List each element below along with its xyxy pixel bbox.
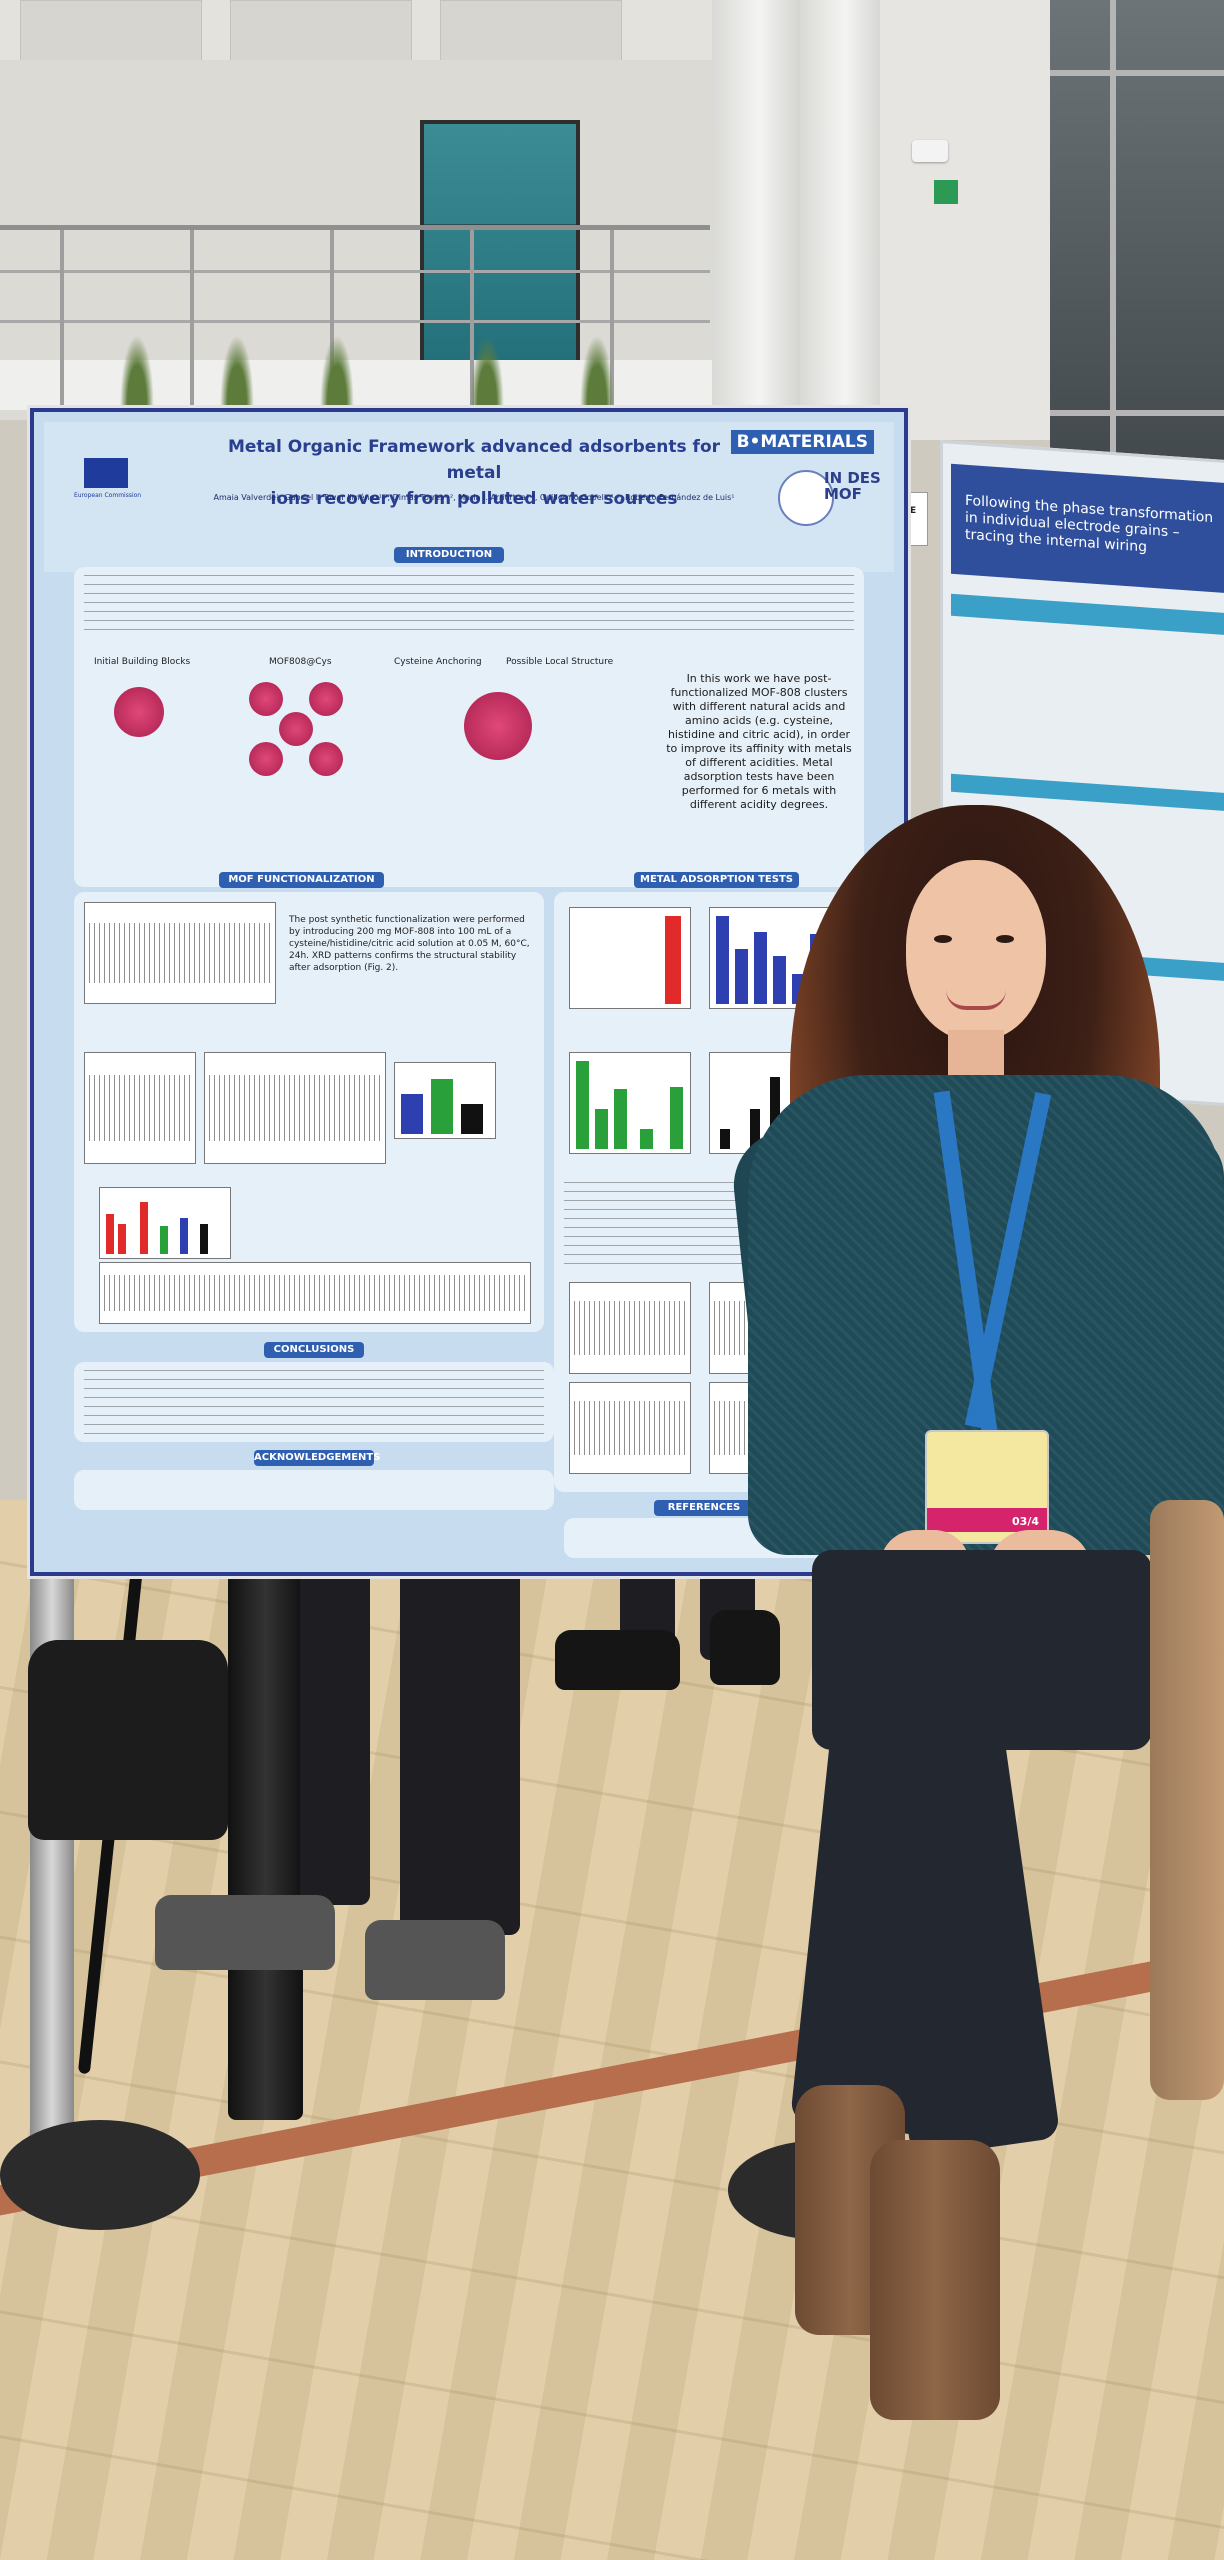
eu-label: European Commission <box>74 492 142 499</box>
functionalization-bar-chart <box>394 1062 496 1139</box>
bar <box>754 932 767 1004</box>
bar <box>735 949 748 1004</box>
person-leg <box>300 1555 370 1905</box>
summary-text: In this work we have post-functionalized… <box>666 672 852 811</box>
mof-cluster-icon <box>114 687 164 737</box>
exit-sign <box>934 180 958 204</box>
balcony-railing <box>0 225 710 405</box>
adsorption-line-charts <box>99 1262 531 1324</box>
shoe <box>555 1630 680 1690</box>
column <box>712 0 807 420</box>
adsorption-bar-chart-a <box>569 907 691 1009</box>
poster-title: Metal Organic Framework advanced adsorbe… <box>214 434 734 512</box>
figure-label-mof808cys: MOF808@Cys <box>269 657 332 667</box>
mof-cluster-icon <box>309 682 343 716</box>
bar <box>576 1061 589 1149</box>
bar <box>720 1129 730 1149</box>
badge-stripe <box>927 1508 1047 1532</box>
adsorption-bar-chart-c <box>569 1052 691 1154</box>
bar <box>140 1202 148 1254</box>
bar <box>160 1226 168 1254</box>
introduction-text <box>84 575 854 635</box>
right-wall <box>880 0 1050 440</box>
bar <box>431 1079 453 1134</box>
stand-base <box>0 2120 200 2230</box>
bystander <box>1150 1500 1224 2100</box>
mof-cluster-icon <box>249 742 283 776</box>
eye <box>934 935 952 943</box>
bar <box>750 1109 760 1149</box>
bar <box>773 956 786 1004</box>
introduction-section: Initial Building Blocks MOF808@Cys Cyste… <box>74 567 864 887</box>
bar <box>595 1109 608 1149</box>
tga-chart <box>84 1052 196 1164</box>
xrd-chart <box>84 902 276 1004</box>
section-title-references: REFERENCES <box>654 1500 754 1516</box>
poster-authors: Amaia Valverde¹, Gabriel I. Tovar Jiméne… <box>213 493 735 502</box>
shoe <box>710 1610 780 1685</box>
shoe <box>365 1920 505 2000</box>
poster-tube <box>228 1555 303 2120</box>
mof-cluster-icon <box>309 742 343 776</box>
mof-cluster-icon <box>249 682 283 716</box>
badge-number: 03/4 <box>1012 1515 1039 1528</box>
smile <box>946 990 1006 1010</box>
indesmof-logo: IN DES MOF <box>824 469 881 503</box>
isotherm-chart <box>569 1382 691 1474</box>
bar <box>401 1094 423 1134</box>
functionalization-text: The post synthetic functionalization wer… <box>289 915 530 973</box>
ceiling-panel <box>230 0 412 62</box>
bar <box>770 1077 780 1149</box>
section-title-conclusions: CONCLUSIONS <box>264 1342 364 1358</box>
bar <box>118 1224 126 1254</box>
security-camera <box>912 140 948 162</box>
eu-flag-icon <box>84 458 128 488</box>
mof-cluster-icon <box>279 712 313 746</box>
neighbor-poster-title: Following the phase transformation in in… <box>965 492 1214 556</box>
shoe <box>155 1895 335 1970</box>
bar <box>670 1087 683 1149</box>
bar <box>180 1218 188 1254</box>
figure-label-initial-blocks: Initial Building Blocks <box>94 657 191 667</box>
backpack <box>28 1640 228 1840</box>
poster-title-line2: ions recovery from polluted water source… <box>270 489 678 509</box>
person-leg <box>400 1555 520 1935</box>
figure-label-cysteine: Cysteine Anchoring <box>394 657 482 667</box>
poster-header: European Commission Metal Organic Framew… <box>44 422 894 572</box>
conference-badge: 03/4 <box>925 1430 1049 1544</box>
functionalization-section: The post synthetic functionalization wer… <box>74 892 544 1332</box>
institution-logo-icon <box>778 470 834 526</box>
person-face <box>906 860 1046 1040</box>
bar <box>716 916 729 1004</box>
section-title-functionalization: MOF FUNCTIONALIZATION <box>219 872 384 888</box>
ceiling-panel <box>20 0 202 62</box>
section-title-acknowledgements: ACKNOWLEDGEMENTS <box>254 1450 380 1466</box>
neighbor-poster-band <box>951 593 1224 636</box>
figure-label-structure: Possible Local Structure <box>506 657 614 667</box>
bar <box>665 916 681 1004</box>
bmaterials-logo: B•MATERIALS <box>730 430 874 454</box>
bar <box>614 1089 627 1149</box>
isotherm-chart <box>569 1282 691 1374</box>
neighbor-poster-header: Following the phase transformation in in… <box>951 463 1224 594</box>
boot <box>870 2140 1000 2420</box>
functionalization-bar-chart-2 <box>99 1187 231 1259</box>
ceiling-panel <box>440 0 622 62</box>
bar <box>640 1129 653 1149</box>
acknowledgements-section <box>74 1470 554 1510</box>
eye <box>996 935 1014 943</box>
conclusions-section <box>74 1362 554 1442</box>
bar <box>106 1214 114 1254</box>
bar <box>200 1224 208 1254</box>
poster-title-line1: Metal Organic Framework advanced adsorbe… <box>227 437 721 483</box>
column <box>800 0 890 420</box>
section-title-introduction: INTRODUCTION <box>394 547 504 563</box>
bar <box>461 1104 483 1134</box>
nmr-chart <box>204 1052 386 1164</box>
section-title-adsorption: METAL ADSORPTION TESTS <box>634 872 799 888</box>
conclusions-text <box>84 1370 544 1434</box>
mof-cluster-icon <box>464 692 532 760</box>
